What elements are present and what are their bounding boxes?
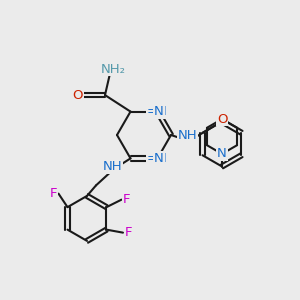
Text: F: F bbox=[124, 226, 132, 239]
Text: F: F bbox=[50, 187, 57, 200]
Text: N: N bbox=[154, 105, 164, 118]
Text: NH₂: NH₂ bbox=[101, 63, 126, 76]
Text: N: N bbox=[217, 147, 227, 161]
Text: O: O bbox=[217, 112, 227, 126]
Text: =N: =N bbox=[147, 152, 168, 165]
Text: =N: =N bbox=[147, 105, 168, 118]
Text: NH: NH bbox=[103, 160, 122, 173]
Text: F: F bbox=[123, 193, 130, 206]
Text: N: N bbox=[154, 152, 164, 165]
Text: O: O bbox=[73, 88, 83, 102]
Text: NH: NH bbox=[178, 129, 197, 142]
